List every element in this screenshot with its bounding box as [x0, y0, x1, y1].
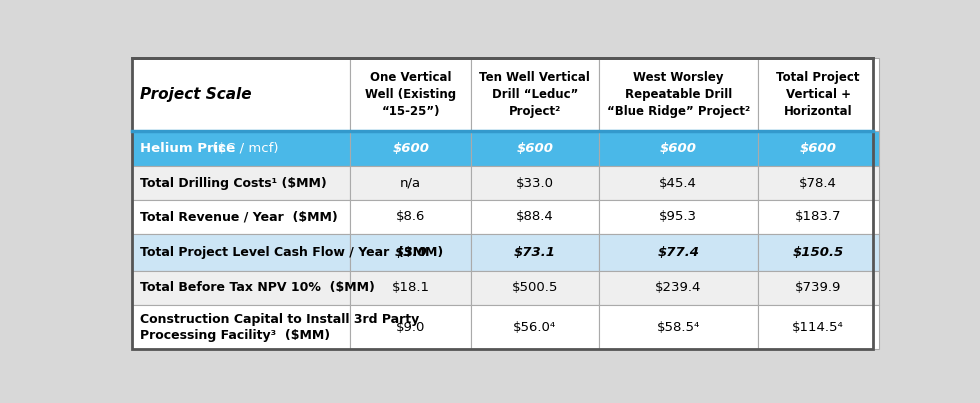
Bar [599, 271, 758, 305]
Text: $88.4: $88.4 [516, 210, 554, 224]
Bar [599, 166, 758, 200]
Text: Total Project Level Cash Flow / Year  ($MM): Total Project Level Cash Flow / Year ($M… [139, 246, 443, 259]
Bar [471, 305, 599, 349]
Text: $600: $600 [660, 142, 697, 155]
Text: $739.9: $739.9 [795, 281, 842, 294]
Text: $73.1: $73.1 [514, 246, 556, 259]
Text: $78.4: $78.4 [800, 177, 837, 189]
Bar [471, 271, 599, 305]
Bar [351, 166, 471, 200]
Bar [758, 131, 879, 166]
Bar [599, 131, 758, 166]
Text: Construction Capital to Install 3rd Party
Processing Facility³  ($MM): Construction Capital to Install 3rd Part… [139, 313, 418, 342]
Bar [351, 200, 471, 234]
Text: $183.7: $183.7 [795, 210, 842, 224]
Bar [599, 58, 758, 131]
Bar [599, 305, 758, 349]
Text: Helium Price: Helium Price [139, 142, 234, 155]
Text: $150.5: $150.5 [793, 246, 844, 259]
Bar [758, 271, 879, 305]
Bar [351, 305, 471, 349]
Bar [471, 166, 599, 200]
Bar [131, 131, 351, 166]
Text: Total Project
Vertical +
Horizontal: Total Project Vertical + Horizontal [776, 71, 860, 118]
Text: Total Before Tax NPV 10%  ($MM): Total Before Tax NPV 10% ($MM) [139, 281, 374, 294]
Text: Total Drilling Costs¹ ($MM): Total Drilling Costs¹ ($MM) [139, 177, 326, 189]
Bar [351, 234, 471, 271]
Bar [131, 234, 351, 271]
Bar [599, 234, 758, 271]
Bar [131, 305, 351, 349]
Bar [758, 305, 879, 349]
Bar [131, 200, 351, 234]
Bar [599, 200, 758, 234]
Text: Project Scale: Project Scale [139, 87, 251, 102]
Bar [131, 166, 351, 200]
Text: $56.0⁴: $56.0⁴ [514, 321, 557, 334]
Text: Total Revenue / Year  ($MM): Total Revenue / Year ($MM) [139, 210, 337, 224]
Text: $95.3: $95.3 [660, 210, 697, 224]
Text: $58.5⁴: $58.5⁴ [657, 321, 700, 334]
Text: $33.0: $33.0 [515, 177, 554, 189]
Text: $8.6: $8.6 [396, 210, 425, 224]
Bar [471, 58, 599, 131]
Text: n/a: n/a [400, 177, 421, 189]
Text: One Vertical
Well (Existing
“15-25”): One Vertical Well (Existing “15-25”) [366, 71, 457, 118]
Bar [351, 131, 471, 166]
Bar [758, 200, 879, 234]
Text: $45.4: $45.4 [660, 177, 697, 189]
Bar [758, 234, 879, 271]
Bar [131, 58, 351, 131]
Bar [351, 58, 471, 131]
Bar [351, 271, 471, 305]
Bar [131, 271, 351, 305]
Text: $600: $600 [800, 142, 837, 155]
Text: West Worsley
Repeatable Drill
“Blue Ridge” Project²: West Worsley Repeatable Drill “Blue Ridg… [607, 71, 750, 118]
Text: Ten Well Vertical
Drill “Leduc”
Project²: Ten Well Vertical Drill “Leduc” Project² [479, 71, 590, 118]
Text: $600: $600 [516, 142, 554, 155]
Bar [471, 200, 599, 234]
Bar [471, 234, 599, 271]
Text: $239.4: $239.4 [655, 281, 702, 294]
Bar [758, 166, 879, 200]
Text: $9.0: $9.0 [396, 321, 425, 334]
Text: $114.5⁴: $114.5⁴ [793, 321, 844, 334]
Bar [471, 131, 599, 166]
Text: $500.5: $500.5 [512, 281, 558, 294]
Text: $77.4: $77.4 [658, 246, 699, 259]
Text: $3.0: $3.0 [394, 246, 427, 259]
Text: ($C / mcf): ($C / mcf) [204, 142, 278, 155]
Bar [758, 58, 879, 131]
Text: $600: $600 [392, 142, 429, 155]
Text: $18.1: $18.1 [392, 281, 430, 294]
